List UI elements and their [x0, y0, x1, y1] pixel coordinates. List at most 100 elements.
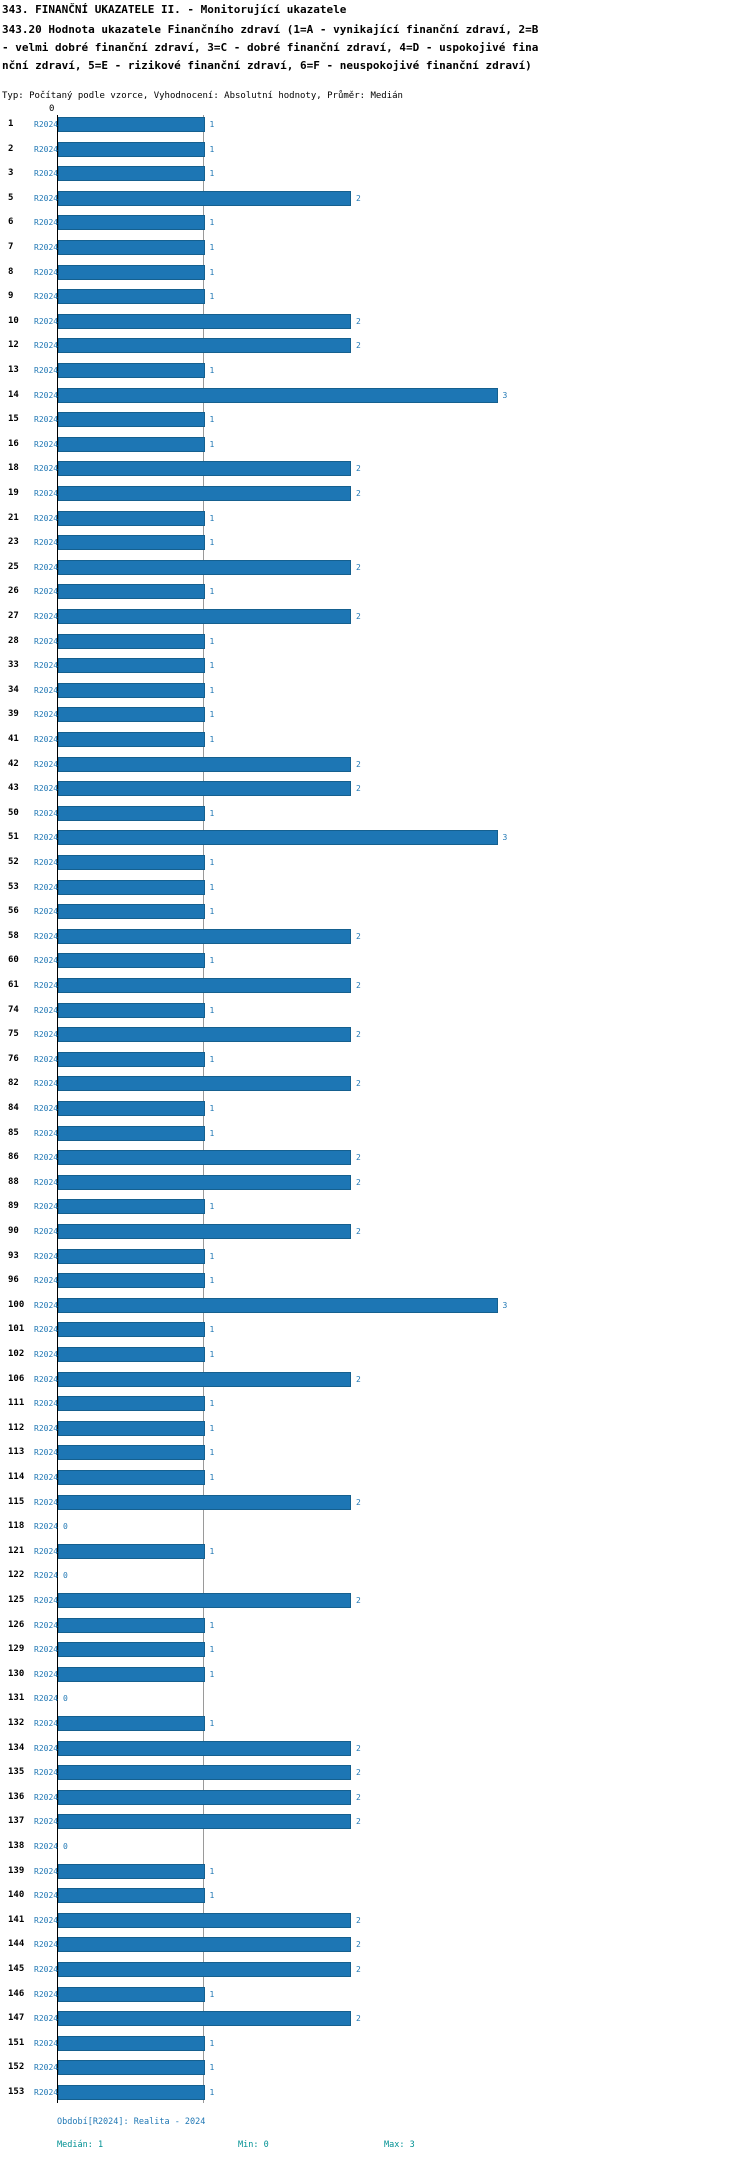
bar-row: 84 R2024 1 — [0, 1101, 750, 1116]
bar-value-label: 1 — [209, 882, 215, 892]
row-number: 138 — [8, 1841, 25, 1851]
bar-value-label: 1 — [209, 1251, 215, 1261]
bar-value-label: 1 — [209, 636, 215, 646]
bar-row: 111 R2024 1 — [0, 1396, 750, 1412]
series-period-label: R2024 — [34, 169, 59, 179]
row-number: 50 — [8, 807, 19, 818]
series-period-label: R2024 — [34, 931, 59, 941]
bar-value-label: 1 — [209, 267, 215, 277]
bar-row: 118 R2024 0 — [0, 1519, 750, 1534]
bar-value-label: 1 — [209, 120, 215, 129]
bar — [58, 117, 205, 132]
row-number: 26 — [8, 586, 19, 597]
series-period-label: R2024 — [34, 341, 59, 351]
bar-value-label: 2 — [356, 2014, 361, 2024]
bar-row: 146 R2024 1 — [0, 1986, 750, 2002]
row-number: 7 — [8, 242, 14, 252]
row-number: 12 — [8, 340, 19, 351]
series-period-label: R2024 — [34, 144, 59, 154]
bar-value-label: 1 — [209, 169, 215, 179]
bar — [58, 904, 205, 920]
bar-row: 122 R2024 0 — [0, 1568, 750, 1583]
series-period-label: R2024 — [34, 710, 59, 720]
bar — [58, 805, 205, 821]
series-period-label: R2024 — [34, 981, 59, 990]
series-period-label: R2024 — [34, 1448, 59, 1458]
bar-row: 74 R2024 1 — [0, 1002, 750, 1018]
bar-row: 86 R2024 2 — [0, 1150, 750, 1166]
row-number: 27 — [8, 611, 19, 621]
chart-title: 343. FINANČNÍ UKAZATELE II. - Monitorují… — [2, 3, 347, 16]
series-period-label: R2024 — [34, 439, 59, 449]
series-period-label: R2024 — [34, 513, 59, 523]
bar-row: 96 R2024 1 — [0, 1273, 750, 1289]
bar-value-label: 1 — [209, 1104, 215, 1113]
bar-row: 26 R2024 1 — [0, 584, 750, 600]
bar-value-label: 1 — [209, 1423, 215, 1433]
row-number: 134 — [8, 1742, 25, 1753]
series-period-label: R2024 — [34, 267, 59, 277]
series-period-label: R2024 — [34, 1374, 59, 1384]
bar — [58, 682, 205, 698]
chart-meta: Typ: Počítaný podle vzorce, Vyhodnocení:… — [2, 91, 403, 101]
bar-row: 138 R2024 0 — [0, 1839, 750, 1854]
bar-value-label: 2 — [356, 1153, 361, 1163]
bar-value-label: 2 — [356, 1374, 361, 1384]
row-number: 58 — [8, 930, 19, 941]
bar — [58, 1912, 351, 1928]
bar-row: 85 R2024 1 — [0, 1125, 750, 1141]
bar — [58, 2085, 205, 2100]
bar-row: 141 R2024 2 — [0, 1912, 750, 1928]
bar-value-label: 1 — [209, 956, 215, 966]
bar-value-label: 1 — [209, 513, 215, 523]
row-number: 3 — [8, 168, 14, 179]
series-period-label: R2024 — [34, 907, 59, 917]
series-period-label: R2024 — [34, 1251, 59, 1261]
row-number: 132 — [8, 1718, 25, 1728]
row-number: 2 — [8, 143, 14, 154]
series-period-label: R2024 — [34, 292, 59, 302]
bar — [58, 1150, 351, 1166]
series-period-label: R2024 — [34, 1276, 59, 1286]
row-number: 90 — [8, 1226, 19, 1236]
bar-row: 10 R2024 2 — [0, 313, 750, 329]
bar — [58, 1224, 351, 1239]
bar — [58, 510, 205, 526]
bar-row: 15 R2024 1 — [0, 412, 750, 428]
series-period-label: R2024 — [34, 1030, 59, 1040]
bar — [58, 1027, 351, 1043]
bar-value-label: 2 — [356, 1792, 361, 1802]
bar — [58, 559, 351, 575]
series-period-label: R2024 — [34, 1620, 59, 1630]
bar-row: 137 R2024 2 — [0, 1814, 750, 1830]
bar-value-label: 1 — [209, 1891, 215, 1901]
bar — [58, 1297, 498, 1313]
bar-row: 76 R2024 1 — [0, 1051, 750, 1067]
bar-row: 23 R2024 1 — [0, 535, 750, 551]
bar — [58, 609, 351, 624]
bar-value-label: 1 — [209, 2063, 215, 2073]
row-number: 136 — [8, 1791, 25, 1802]
row-number: 146 — [8, 1988, 25, 1999]
bar — [58, 313, 351, 329]
bar-row: 52 R2024 1 — [0, 855, 750, 870]
series-period-label: R2024 — [34, 390, 59, 400]
bar — [58, 1716, 205, 1731]
bar-row: 43 R2024 2 — [0, 781, 750, 797]
bar-row: 19 R2024 2 — [0, 486, 750, 501]
bar-row: 93 R2024 1 — [0, 1248, 750, 1264]
bar — [58, 264, 205, 280]
bar-value-label: 1 — [209, 808, 215, 818]
row-number: 137 — [8, 1816, 25, 1827]
bar-row: 121 R2024 1 — [0, 1543, 750, 1559]
series-period-label: R2024 — [34, 1596, 59, 1605]
bar — [58, 1617, 205, 1633]
row-number: 9 — [8, 291, 14, 302]
row-number: 88 — [8, 1176, 19, 1187]
bar-row: 115 R2024 2 — [0, 1494, 750, 1510]
bar — [58, 756, 351, 772]
bar-row: 6 R2024 1 — [0, 215, 750, 231]
series-period-label: R2024 — [34, 833, 59, 843]
bar — [58, 535, 205, 551]
bar-row: 28 R2024 1 — [0, 633, 750, 649]
